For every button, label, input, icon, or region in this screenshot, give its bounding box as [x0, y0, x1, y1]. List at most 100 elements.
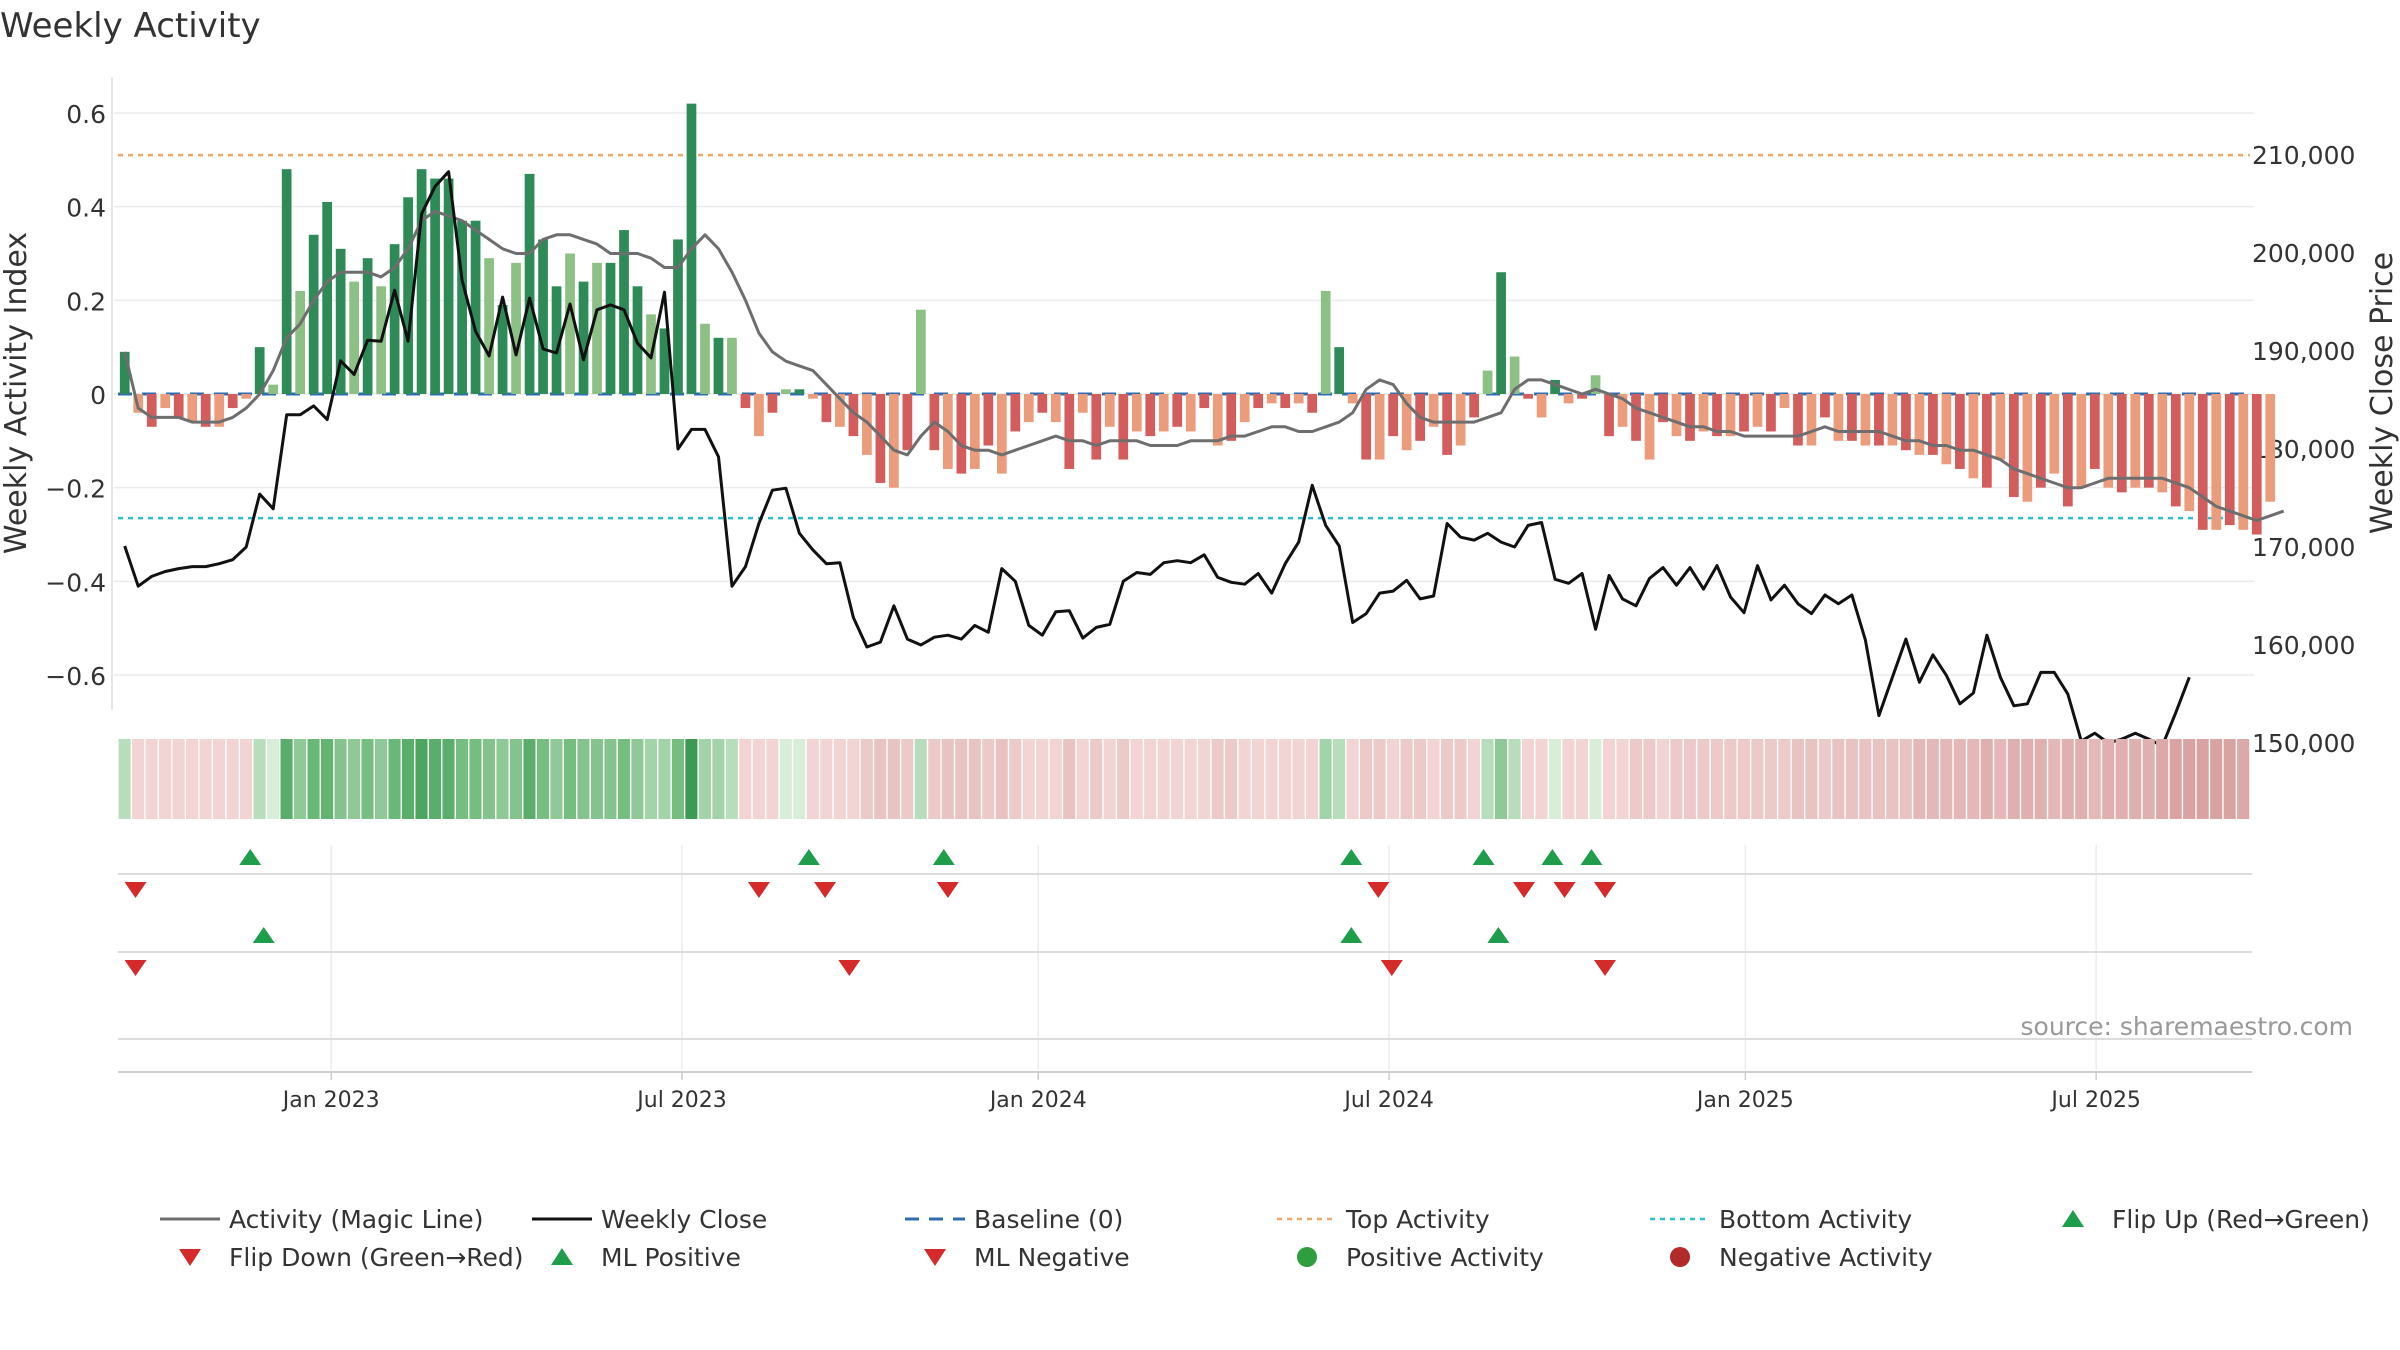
strip-cell	[2061, 739, 2074, 819]
legend-label: Positive Activity	[1346, 1243, 1544, 1272]
activity-bar	[875, 394, 886, 483]
activity-bar	[322, 201, 333, 394]
activity-bar	[160, 394, 171, 409]
activity-bar	[1469, 394, 1479, 418]
x-tick-label: Jan 2025	[1695, 1088, 1794, 1113]
y-tick-label: 0	[90, 381, 106, 410]
strip-cell	[685, 739, 698, 819]
activity-bar	[497, 305, 508, 394]
y-tick-label: −0.2	[45, 475, 106, 504]
strip-cell	[1306, 739, 1319, 819]
strip-cell	[1049, 739, 1062, 819]
activity-bar	[1361, 394, 1372, 460]
strip-cell	[1643, 739, 1656, 819]
activity-bar	[430, 178, 440, 394]
activity-bar	[1091, 394, 1102, 460]
strip-cell	[604, 739, 617, 819]
flip-up-marker	[1580, 849, 1603, 865]
x-tick-label: Jan 2023	[281, 1088, 380, 1113]
activity-bar	[1874, 394, 1884, 446]
y2-tick-label: 170,000	[2252, 533, 2355, 562]
activity-bar	[470, 220, 481, 394]
strip-cell	[1346, 739, 1359, 819]
strip-cell	[2156, 739, 2169, 819]
strip-cell	[941, 739, 954, 819]
strip-cell	[1373, 739, 1386, 819]
activity-bar	[1847, 394, 1857, 441]
activity-bar	[1604, 394, 1614, 437]
ml-negative-marker	[838, 960, 861, 976]
strip-cell	[307, 739, 320, 819]
flip-up-marker	[797, 849, 820, 865]
activity-bar	[1536, 394, 1547, 418]
flip-down-marker	[936, 882, 959, 898]
flip-up-marker	[239, 849, 262, 865]
y2-tick-label: 190,000	[2252, 337, 2355, 366]
strip-cell	[712, 739, 725, 819]
strip-cell	[2196, 739, 2209, 819]
activity-bar	[241, 394, 252, 399]
strip-cell	[523, 739, 536, 819]
strip-cell	[1589, 739, 1602, 819]
strip-cell	[1413, 739, 1427, 819]
strip-cell	[698, 739, 711, 819]
strip-cell	[887, 739, 900, 819]
activity-bar	[835, 394, 845, 427]
activity-bar	[1023, 394, 1034, 423]
chart-title: Weekly Activity	[0, 6, 261, 46]
activity-bar	[2211, 394, 2222, 530]
strip-cell	[496, 739, 509, 819]
strip-cell	[2007, 739, 2020, 819]
activity-bar	[2265, 394, 2276, 502]
activity-bar	[1631, 394, 1641, 441]
y-tick-label: 0.2	[66, 287, 106, 316]
legend-label: Flip Up (Red→Green)	[2112, 1205, 2370, 1234]
activity-bar	[848, 394, 859, 437]
activity-bar	[1550, 379, 1560, 394]
activity-bar	[551, 286, 562, 394]
strip-cell	[226, 739, 239, 819]
strip-cell	[1360, 739, 1373, 819]
strip-cell	[1211, 739, 1224, 819]
activity-bar	[916, 309, 926, 394]
strip-cell	[1252, 739, 1265, 819]
ml-positive-marker	[252, 927, 275, 943]
strip-cell	[428, 739, 442, 819]
activity-bar	[2116, 394, 2127, 493]
strip-cell	[1845, 739, 1858, 819]
strip-cell	[1481, 739, 1494, 819]
strip-cell	[1926, 739, 1939, 819]
weekly-close-line	[123, 170, 2191, 748]
activity-bar	[1334, 347, 1345, 394]
legend-item: Weekly Close	[532, 1205, 767, 1234]
flip-down-marker	[1553, 882, 1576, 898]
legend-label: Bottom Activity	[1719, 1205, 1912, 1234]
source-label: source: sharemaestro.com	[2021, 1012, 2354, 1041]
activity-bar	[457, 220, 467, 394]
strip-cell	[2021, 739, 2034, 819]
activity-bar	[187, 394, 198, 423]
strip-cell	[1670, 739, 1683, 819]
strip-cell	[1184, 739, 1197, 819]
strip-cell	[2210, 739, 2223, 819]
activity-bar	[956, 394, 967, 474]
strip-cell	[1548, 739, 1562, 819]
y2-tick-label: 210,000	[2252, 141, 2355, 170]
strip-cell	[2034, 739, 2047, 819]
activity-bar	[1280, 394, 1291, 409]
strip-cell	[631, 739, 644, 819]
strip-cell	[928, 739, 941, 819]
activity-bar	[2035, 394, 2046, 488]
activity-bar	[1064, 394, 1075, 469]
activity-bar	[578, 281, 589, 394]
strip-cell	[172, 739, 185, 819]
strip-cell	[186, 739, 199, 819]
strip-cell	[1090, 739, 1103, 819]
strip-cell	[739, 739, 752, 819]
ml-positive-marker	[1340, 927, 1363, 943]
strip-cell	[2142, 739, 2155, 819]
activity-bar	[1941, 394, 1952, 465]
strip-cell	[253, 739, 266, 819]
activity-bar	[268, 384, 279, 394]
strip-cell	[321, 739, 334, 819]
